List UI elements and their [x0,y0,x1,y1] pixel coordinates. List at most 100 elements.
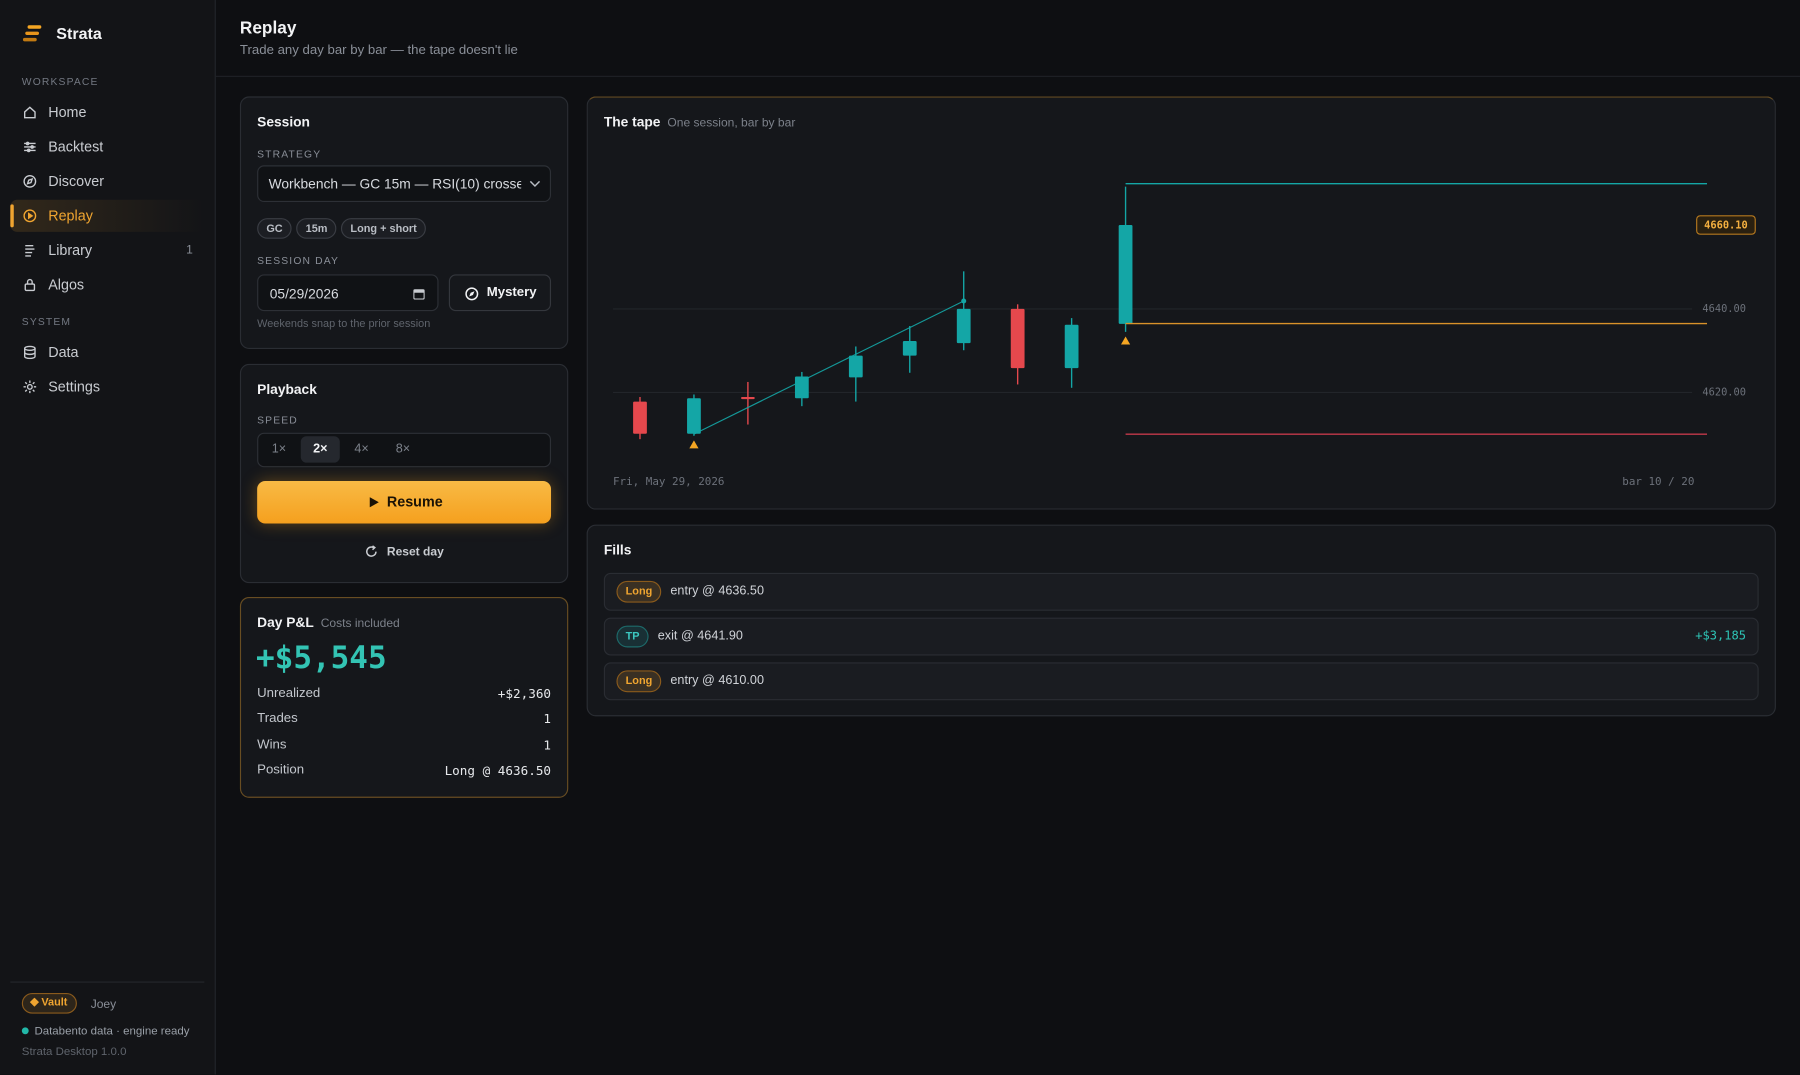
status-text: Databento data · engine ready [34,1025,190,1038]
candle-body [1064,324,1079,369]
entry-marker [689,440,699,449]
stat-row: Position Long @ 4636.50 [257,763,551,781]
nav-label: Replay [48,207,93,224]
fill-row: TP exit @ 4641.90 +$3,185 [603,617,1759,656]
nav-label: Library [48,242,93,259]
play-icon [369,497,379,508]
candle-body [848,355,863,378]
divider [215,75,1800,77]
fill-row: Long entry @ 4636.50 [603,572,1759,611]
nav-item[interactable]: Settings [10,371,204,403]
speed-option[interactable]: 2× [300,436,340,463]
status-dot [21,1027,29,1035]
speed-option[interactable]: 1× [271,441,287,456]
price-tag [1696,215,1756,235]
field-label: SESSION DAY [257,254,340,267]
nav-item[interactable]: Algos [10,269,204,301]
nav-item[interactable]: Backtest [10,131,204,163]
plan-badge: Vault [21,992,77,1014]
tag-list: GC 15m Long + short [257,217,430,239]
bar-counter: bar 10 / 20 [1622,475,1694,488]
pnl-total: +$5,545 [255,640,387,677]
candle-body [633,401,647,434]
y-tick-label: 4640.00 [1702,303,1746,315]
candle-body [1010,308,1025,369]
pnl-panel: Day P&L Costs included +$5,545 Unrealized… [239,596,569,798]
stat-row: Trades 1 [257,712,551,730]
stat-row: Wins 1 [257,738,551,756]
field-label: SPEED [257,414,298,426]
stat-label: Wins [257,738,287,752]
candle-body [687,398,701,434]
side-badge: Long [616,670,662,693]
date-input[interactable]: 05/29/2026 [257,274,439,312]
session-panel: Session STRATEGY Workbench — GC 15m — RS… [239,96,569,349]
strategy-select[interactable]: Workbench — GC 15m — RSI(10) crosses a [257,165,552,203]
nav-item[interactable]: Home [10,96,204,128]
nav-label: Backtest [48,138,104,155]
fill-text: exit @ 4641.90 [657,629,743,643]
stat-row: Unrealized +$2,360 [257,686,551,704]
tape-panel: The tape One session, bar by bar 4640.00 4… [586,96,1776,510]
side-badge: Long [616,580,662,603]
fill-row: Long entry @ 4610.00 [603,662,1759,701]
logo [22,25,42,42]
chevron [529,180,541,188]
tag: 15m [296,218,337,239]
divider [10,981,205,983]
panel-title: Playback [257,381,317,398]
speed-option[interactable]: 8× [395,441,411,456]
compass-icon [465,287,479,301]
button-label: Mystery [486,285,537,300]
nav-item[interactable]: Discover [10,165,204,197]
panel-title: Day P&L [257,614,314,631]
candle-body [1118,225,1133,324]
stat-label: Trades [257,711,298,726]
page-title: Replay [239,18,297,38]
mystery-button[interactable]: Mystery [448,274,552,312]
strategy-value: Workbench — GC 15m — RSI(10) crosses a [268,175,522,192]
nav-label: Settings [48,378,101,395]
nav-item[interactable]: Replay [10,199,205,232]
stat-value: +$2,360 [497,686,552,702]
nav-badge: 1 [186,243,193,258]
tag: GC [257,218,292,239]
candle-body [741,396,755,400]
tag: Long + short [341,218,426,239]
fills-panel: Fills Long entry @ 4636.50 TP exit @ 4641.9… [586,524,1776,717]
page-subtitle: Trade any day bar by bar — the tape does… [239,43,518,58]
hint: Weekends snap to the prior session [257,317,431,331]
chart-title: The tape [603,113,661,130]
nav-item[interactable]: Data [10,336,204,368]
stat-value: 1 [543,738,552,754]
trade-exit-dot [961,298,967,304]
candle-body [956,308,971,344]
fill-text: entry @ 4636.50 [670,584,764,599]
panel-title: Fills [603,541,632,558]
resume-button[interactable]: Resume [257,480,552,524]
sidebar: Strata WORKSPACE Home Backtest Discover … [0,0,216,1075]
price-tag-label: 4660.10 [1704,220,1748,232]
version: Strata Desktop 1.0.0 [21,1045,127,1059]
date-value: 05/29/2026 [269,285,339,302]
section-label: WORKSPACE [21,75,99,88]
entry-marker [1120,336,1131,345]
stat-value: 1 [543,711,552,727]
speed-option[interactable]: 4× [354,441,369,456]
nav-item[interactable]: Library 1 [10,234,204,266]
stat-value: Long @ 4636.50 [444,763,552,779]
panel-title-row: The tape One session, bar by bar [604,114,796,130]
candle-body [902,341,917,356]
chart-subtitle: One session, bar by bar [667,115,796,130]
chart: 4640.00 4620.00 4660.10 Fri, May 29, 2026 ba… [613,182,1756,488]
fill-pnl: +$3,185 [1695,629,1747,643]
fill-text: entry @ 4610.00 [670,673,764,688]
plan-label: Vault [41,996,68,1010]
panel-title-row: Day P&L Costs included [257,614,400,630]
calendar-icon [413,289,425,300]
panel-title: Session [257,113,310,130]
nav-label: Discover [48,173,105,190]
playback-panel: Playback SPEED 1× 2× 4× 8× Resume Reset … [239,363,569,584]
reset-icon [366,545,377,557]
